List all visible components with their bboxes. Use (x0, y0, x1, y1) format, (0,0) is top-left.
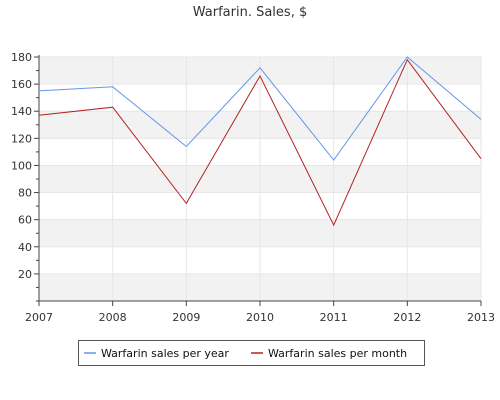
y-tick-label: 40 (18, 241, 32, 254)
chart-title: Warfarin. Sales, $ (192, 5, 308, 20)
series-line (38, 58, 482, 227)
tick-labels: 20 40 60 80 100 120 140 160 180 2007 2008 2009 2010 2… (11, 51, 495, 324)
y-tick-label: 140 (11, 105, 32, 118)
y-tick-label: 100 (11, 159, 32, 172)
x-tick-label: 2011 (320, 311, 348, 324)
x-tick-label: 2008 (99, 311, 127, 324)
x-tick-label: 2009 (172, 311, 200, 324)
y-tick-label: 20 (18, 268, 32, 281)
x-tick-label: 2013 (467, 311, 495, 324)
legend: Warfarin sales per year Warfarin sales pe… (78, 340, 425, 366)
x-tick-label: 2010 (246, 311, 274, 324)
y-tick-label: 180 (11, 51, 32, 64)
legend-label: Warfarin sales per month (268, 347, 407, 360)
legend-label: Warfarin sales per year (101, 347, 229, 360)
y-tick-label: 160 (11, 78, 32, 91)
series-lines (38, 56, 482, 227)
axes (34, 55, 482, 306)
y-tick-label: 80 (18, 187, 32, 200)
x-tick-label: 2007 (25, 311, 53, 324)
y-tick-label: 120 (11, 132, 32, 145)
series-line (38, 56, 482, 161)
y-tick-label: 60 (18, 214, 32, 227)
x-tick-label: 2012 (393, 311, 421, 324)
